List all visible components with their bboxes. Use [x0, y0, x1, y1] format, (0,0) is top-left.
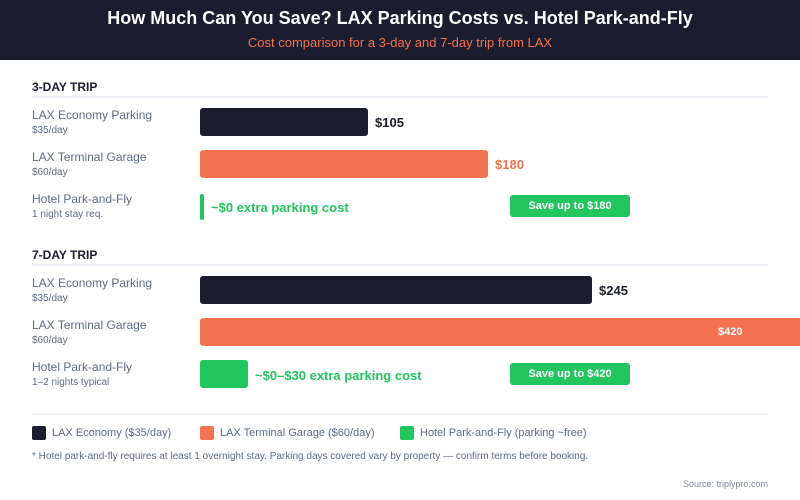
header: How Much Can You Save? LAX Parking Costs… — [0, 0, 800, 60]
bar-hotel — [200, 194, 204, 220]
row-label: LAX Economy Parking — [32, 276, 153, 290]
row-label: Hotel Park-and-Fly — [32, 360, 133, 374]
row-label: LAX Economy Parking — [32, 108, 153, 122]
row-label: LAX Terminal Garage — [32, 318, 147, 332]
row-sublabel: $35/day — [32, 293, 68, 304]
legend-label: Hotel Park-and-Fly (parking ~free) — [420, 427, 587, 439]
legend-label: LAX Economy ($35/day) — [52, 427, 172, 439]
bar-value-label: $105 — [375, 115, 404, 130]
bar-value-label: $180 — [495, 157, 524, 172]
legend-label: LAX Terminal Garage ($60/day) — [220, 427, 375, 439]
row-sublabel: $60/day — [32, 167, 68, 178]
bar-value-label: $245 — [599, 283, 628, 298]
row-label: LAX Terminal Garage — [32, 150, 147, 164]
bar-value-label: $420 — [718, 326, 743, 338]
section-title: 7-DAY TRIP — [32, 248, 98, 262]
row-sublabel: 1–2 nights typical — [32, 377, 110, 388]
bar-terminal — [200, 150, 488, 178]
legend-swatch-terminal — [200, 426, 214, 440]
legend-swatch-hotel — [400, 426, 414, 440]
footnote: * Hotel park-and-fly requires at least 1… — [32, 451, 589, 462]
bar-economy — [200, 108, 368, 136]
row-label: Hotel Park-and-Fly — [32, 192, 133, 206]
legend-economy: LAX Economy ($35/day) — [32, 426, 171, 440]
bar-hotel — [200, 360, 248, 388]
save-badge: Save up to $420 — [510, 363, 630, 385]
bar-economy — [200, 276, 592, 304]
row-sublabel: $60/day — [32, 335, 68, 346]
legend-hotel: Hotel Park-and-Fly (parking ~free) — [400, 426, 587, 440]
legend-swatch-economy — [32, 426, 46, 440]
bar-terminal — [200, 318, 800, 346]
row-sublabel: 1 night stay req. — [32, 209, 104, 220]
bar-value-label: ~$0 extra parking cost — [211, 200, 349, 215]
legend-terminal: LAX Terminal Garage ($60/day) — [200, 426, 375, 440]
source: Source: triplypro.com — [682, 479, 768, 489]
section-title: 3-DAY TRIP — [32, 80, 98, 94]
page-title: How Much Can You Save? LAX Parking Costs… — [107, 8, 693, 28]
legend-divider — [32, 413, 768, 415]
bar-value-label: ~$0–$30 extra parking cost — [255, 368, 422, 383]
save-badge: Save up to $180 — [510, 195, 630, 217]
section-divider — [32, 264, 768, 266]
section-divider — [32, 96, 768, 98]
row-sublabel: $35/day — [32, 125, 68, 136]
page-subtitle: Cost comparison for a 3-day and 7-day tr… — [247, 35, 553, 50]
